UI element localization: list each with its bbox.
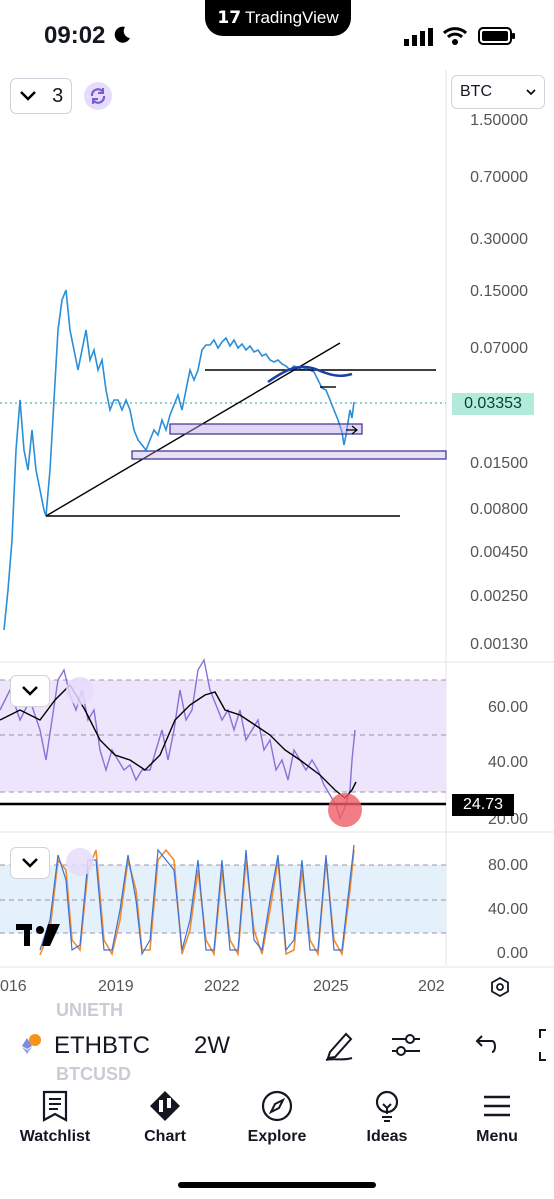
tab-label: Menu bbox=[476, 1128, 518, 1145]
battery-icon bbox=[478, 27, 515, 45]
rsi-axis-label: 40.00 bbox=[487, 754, 528, 771]
symbol-bar: UNIETH ETHBTC 2W BTCUSD bbox=[0, 1000, 554, 1084]
price-axis-label: 0.00800 bbox=[470, 501, 528, 518]
signal-icon bbox=[404, 28, 433, 46]
price-axis-label: 0.00130 bbox=[470, 636, 528, 653]
drawing-pen-icon[interactable] bbox=[322, 1028, 356, 1062]
price-axis-label: 0.07000 bbox=[470, 340, 528, 357]
status-bar: 09:02 𝟭𝟳 TradingView bbox=[0, 0, 554, 70]
sync-icon[interactable] bbox=[84, 82, 112, 110]
indicator-settings-icon[interactable] bbox=[390, 1030, 422, 1060]
lightbulb-icon bbox=[375, 1090, 399, 1122]
tab-label: Ideas bbox=[366, 1128, 408, 1145]
rsi-sync-icon[interactable] bbox=[66, 677, 94, 705]
clock: 09:02 bbox=[44, 22, 132, 50]
time-axis-label: 202 bbox=[418, 978, 445, 995]
price-axis-label: 0.01500 bbox=[470, 455, 528, 472]
tab-ideas[interactable]: Ideas bbox=[332, 1090, 442, 1146]
time-axis-label: 2022 bbox=[204, 978, 240, 995]
alert-dot bbox=[328, 793, 362, 827]
currency-value: BTC bbox=[460, 83, 492, 100]
price-series bbox=[3, 289, 355, 631]
ghost-symbol-below: BTCUSD bbox=[56, 1064, 131, 1084]
tab-chart[interactable]: Chart bbox=[110, 1090, 220, 1146]
app-name: TradingView bbox=[245, 8, 339, 27]
chevron-down-icon bbox=[19, 91, 36, 101]
tab-label: Watchlist bbox=[19, 1128, 91, 1145]
chart-area[interactable]: 3 BTC 1.50000 0.70000 0.30000 0.15000 0.… bbox=[0, 70, 554, 1005]
interval-button[interactable]: 2W bbox=[194, 1032, 230, 1059]
chart-canvas[interactable] bbox=[0, 70, 554, 1005]
clock-time: 09:02 bbox=[44, 22, 106, 49]
price-axis-label: 0.00250 bbox=[470, 588, 528, 605]
price-axis-label: 0.30000 bbox=[470, 231, 528, 248]
bottom-tab-bar: Watchlist Chart Explore Ideas Menu bbox=[0, 1080, 554, 1199]
currency-select[interactable]: BTC bbox=[451, 75, 545, 109]
tab-explore[interactable]: Explore bbox=[222, 1090, 332, 1146]
moon-icon bbox=[114, 26, 131, 43]
time-axis-label: 2025 bbox=[313, 978, 349, 995]
home-indicator[interactable] bbox=[178, 1182, 376, 1188]
chevron-down-icon bbox=[526, 89, 536, 96]
chevron-down-icon bbox=[22, 858, 38, 868]
compass-icon bbox=[261, 1090, 293, 1122]
tab-watchlist[interactable]: Watchlist bbox=[0, 1090, 110, 1146]
ghost-symbol-above: UNIETH bbox=[56, 1000, 123, 1020]
rsi-collapse-button[interactable] bbox=[10, 675, 50, 707]
time-axis-label: 016 bbox=[0, 978, 27, 995]
indicator-count: 3 bbox=[52, 84, 64, 107]
undo-icon[interactable] bbox=[472, 1032, 498, 1058]
time-axis-label: 2019 bbox=[98, 978, 134, 995]
wifi-icon bbox=[442, 27, 468, 45]
rsi-axis-label: 60.00 bbox=[487, 699, 528, 716]
watchlist-icon bbox=[42, 1090, 68, 1122]
menu-icon bbox=[484, 1095, 510, 1117]
tradingview-watermark-icon bbox=[16, 924, 60, 946]
indicators-collapse-button[interactable]: 3 bbox=[10, 78, 72, 114]
symbol-button[interactable]: ETHBTC bbox=[54, 1032, 150, 1059]
stoch-axis-label: 0.00 bbox=[496, 945, 528, 962]
stoch-axis-label: 80.00 bbox=[487, 857, 528, 874]
chevron-down-icon bbox=[22, 686, 38, 696]
last-price-tag: 0.03353 bbox=[452, 393, 534, 415]
tab-menu[interactable]: Menu bbox=[442, 1090, 552, 1146]
chart-icon bbox=[150, 1091, 180, 1121]
eth-btc-icon bbox=[22, 1034, 41, 1054]
price-axis-label: 0.70000 bbox=[470, 169, 528, 186]
price-axis-label: 0.00450 bbox=[470, 544, 528, 561]
stoch-axis-label: 40.00 bbox=[487, 901, 528, 918]
fullscreen-icon[interactable] bbox=[536, 1028, 554, 1062]
dynamic-island: 𝟭𝟳 TradingView bbox=[205, 0, 351, 36]
price-axis-label: 1.50000 bbox=[470, 112, 528, 129]
tv-logo-icon: 𝟭𝟳 bbox=[217, 8, 242, 27]
settings-hexagon-icon[interactable] bbox=[489, 976, 511, 998]
stoch-collapse-button[interactable] bbox=[10, 847, 50, 879]
tab-label: Explore bbox=[247, 1128, 307, 1145]
stoch-sync-icon[interactable] bbox=[66, 848, 94, 876]
rsi-level-tag: 24.73 bbox=[452, 794, 514, 816]
price-axis-label: 0.15000 bbox=[470, 283, 528, 300]
tab-label: Chart bbox=[144, 1128, 186, 1145]
